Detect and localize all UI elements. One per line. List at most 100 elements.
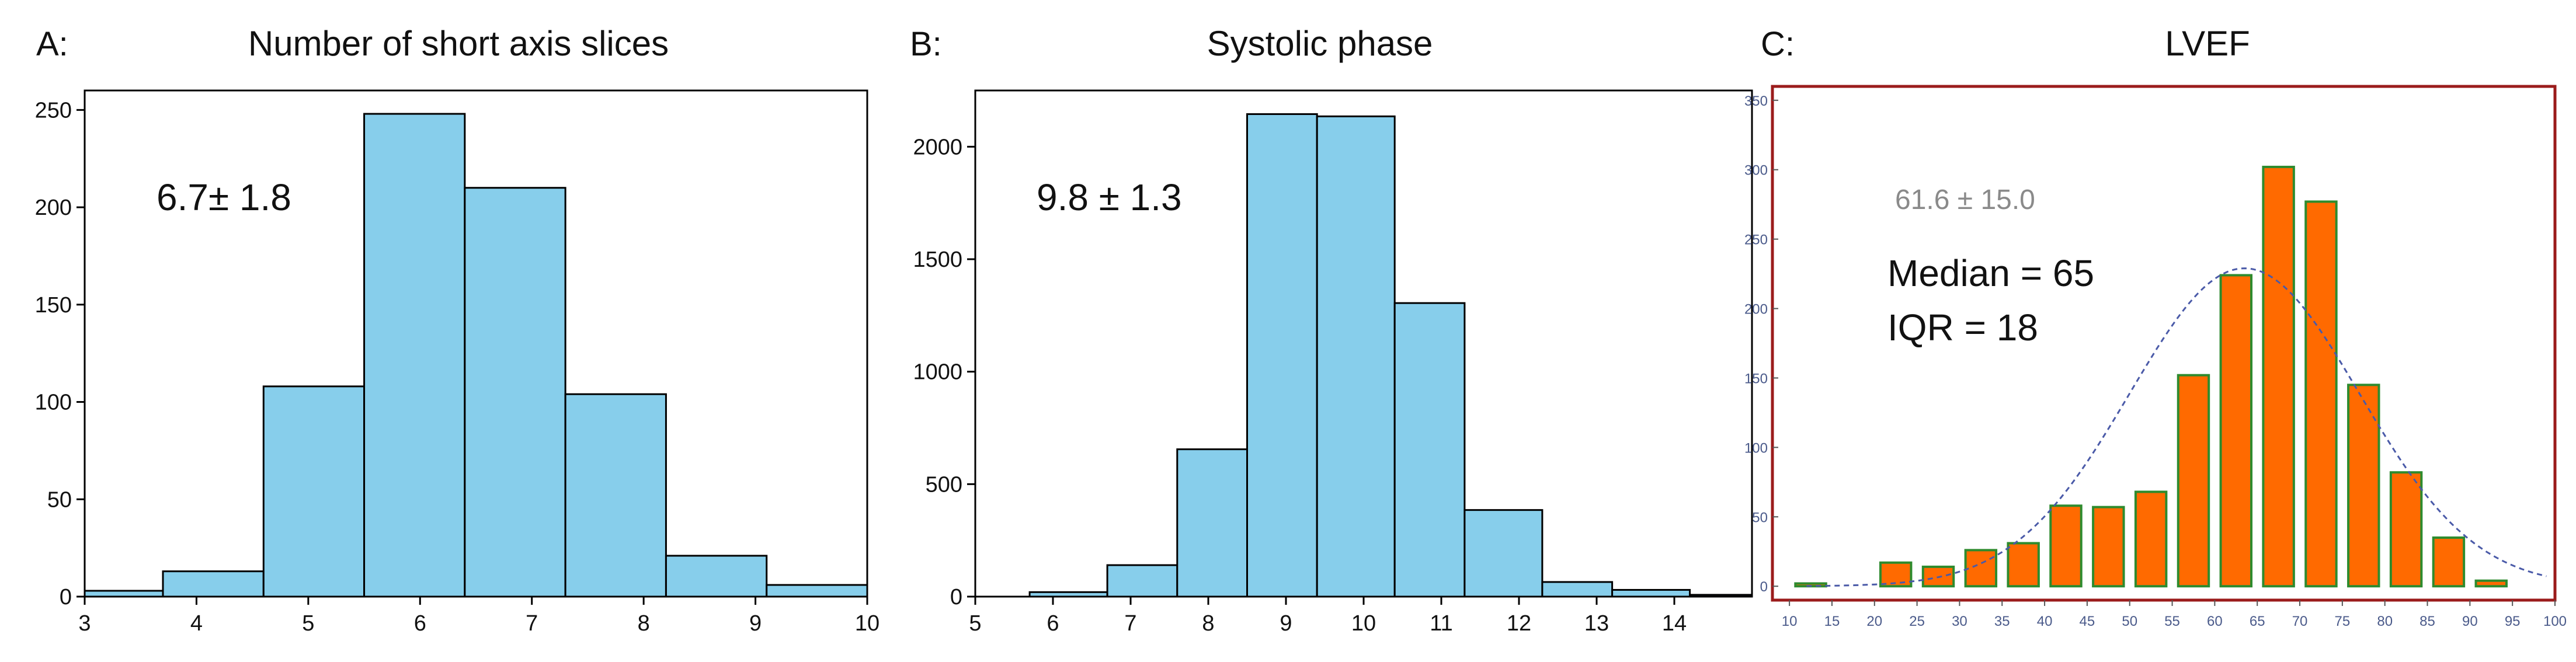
hist-b-bar-3 bbox=[1246, 113, 1318, 598]
hist-a-xtick-label-7: 10 bbox=[855, 611, 879, 636]
panel-c-annotation-gray: 61.6 ± 15.0 bbox=[1895, 184, 2035, 215]
hist-b-xtick-label-5: 10 bbox=[1351, 611, 1376, 636]
hist-b-bar-8 bbox=[1611, 588, 1691, 598]
lvef-bar-9 bbox=[2219, 274, 2253, 588]
lvef-xtick-label-14: 80 bbox=[2377, 614, 2393, 629]
lvef-xtick-label-4: 30 bbox=[1952, 614, 1967, 629]
hist-b-ytick-label-1: 500 bbox=[926, 472, 962, 497]
hist-b-xtick-label-8: 13 bbox=[1584, 611, 1609, 636]
panel-c-median: Median = 65 bbox=[1887, 252, 2094, 294]
lvef-xtick-label-15: 85 bbox=[2419, 614, 2435, 629]
hist-a-ytick-label-3: 150 bbox=[35, 293, 72, 318]
hist-a-xtick-label-6: 9 bbox=[749, 611, 762, 636]
lvef-bar-11 bbox=[2304, 200, 2338, 588]
lvef-bar-2 bbox=[1921, 565, 1955, 588]
hist-b-bar-4 bbox=[1316, 115, 1396, 598]
hist-a-xtick-label-4: 7 bbox=[526, 611, 538, 636]
hist-b-bar-5 bbox=[1393, 302, 1466, 598]
panel-a-letter: A: bbox=[36, 25, 68, 63]
hist-b-xtick-label-9: 14 bbox=[1662, 611, 1687, 636]
lvef-xtick-label-5: 35 bbox=[1994, 614, 2010, 629]
lvef-ytick-label-2: 100 bbox=[1744, 440, 1768, 456]
lvef-ytick-label-1: 50 bbox=[1752, 510, 1768, 525]
panel-c: C: LVEF 10 15 20 25 30 35 40 45 50 55 60 65 70 75 80 85… bbox=[1744, 24, 2567, 629]
hist-a-xtick-label-3: 6 bbox=[414, 611, 426, 636]
lvef-xtick-label-11: 65 bbox=[2250, 614, 2265, 629]
lvef-bar-4 bbox=[2007, 542, 2040, 588]
panel-a-title: Number of short axis slices bbox=[248, 24, 669, 63]
lvef-ytick-label-3: 150 bbox=[1744, 371, 1768, 386]
lvef-bar-10 bbox=[2262, 165, 2295, 588]
hist-b-xtick-label-0: 5 bbox=[969, 611, 981, 636]
hist-a-bar-7 bbox=[766, 584, 868, 598]
lvef-xtick-label-0: 10 bbox=[1782, 614, 1798, 629]
hist-a-bar-6 bbox=[665, 555, 768, 598]
lvef-xtick-label-7: 45 bbox=[2080, 614, 2095, 629]
hist-a-bar-1 bbox=[162, 570, 265, 598]
lvef-xtick-label-2: 20 bbox=[1866, 614, 1882, 629]
hist-a-xtick-label-5: 8 bbox=[638, 611, 650, 636]
plot-b: 5 6 7 8 9 10 11 12 13 14 0 500 1000 1500 2000 bbox=[913, 89, 1753, 636]
lvef-xtick-label-3: 25 bbox=[1909, 614, 1925, 629]
lvef-ytick-label-7: 350 bbox=[1744, 93, 1768, 109]
lvef-bar-15 bbox=[2474, 579, 2508, 588]
lvef-bar-3 bbox=[1964, 549, 1998, 588]
hist-a-xtick-label-2: 5 bbox=[302, 611, 314, 636]
hist-a-xtick-label-0: 3 bbox=[78, 611, 91, 636]
hist-a-bar-2 bbox=[262, 385, 366, 598]
lvef-bar-5 bbox=[2049, 504, 2083, 588]
lvef-bar-6 bbox=[2092, 506, 2125, 588]
hist-a-bar-5 bbox=[564, 393, 667, 598]
hist-a-ytick-label-1: 50 bbox=[47, 487, 72, 512]
hist-b-xtick-label-6: 11 bbox=[1430, 611, 1452, 636]
hist-a-bar-0 bbox=[84, 590, 164, 598]
hist-b-ytick-label-2: 1000 bbox=[913, 360, 962, 385]
lvef-ytick-label-4: 200 bbox=[1744, 302, 1768, 318]
hist-b-ytick-label-0: 0 bbox=[950, 585, 962, 609]
hist-a-bar-4 bbox=[464, 187, 566, 598]
hist-b-ytick-label-4: 2000 bbox=[913, 135, 962, 159]
hist-a-ytick-label-2: 100 bbox=[35, 391, 72, 415]
hist-a-xtick-label-1: 4 bbox=[190, 611, 203, 636]
lvef-bar-7 bbox=[2134, 490, 2168, 588]
lvef-xtick-label-6: 40 bbox=[2037, 614, 2053, 629]
lvef-xtick-label-16: 90 bbox=[2462, 614, 2478, 629]
hist-a-frame bbox=[84, 89, 868, 598]
hist-a-ytick-label-0: 0 bbox=[60, 585, 72, 609]
panel-a: A: Number of short axis slices 3 4 5 6 7 8 9 10… bbox=[35, 24, 880, 636]
hist-b-bar-7 bbox=[1541, 581, 1614, 598]
hist-b-xtick-label-1: 6 bbox=[1047, 611, 1059, 636]
hist-b-xtick-label-2: 7 bbox=[1124, 611, 1136, 636]
hist-b-xtick-label-3: 8 bbox=[1202, 611, 1214, 636]
hist-a-ytick-label-4: 200 bbox=[35, 196, 72, 220]
lvef-bar-8 bbox=[2177, 374, 2210, 588]
lvef-xtick-label-13: 75 bbox=[2335, 614, 2351, 629]
lvef-ytick-label-5: 250 bbox=[1744, 232, 1768, 248]
plot-c: 10 15 20 25 30 35 40 45 50 55 60 65 70 75 80 85 90 95 100 0… bbox=[1744, 85, 2567, 629]
lvef-bar-14 bbox=[2432, 536, 2466, 588]
hist-b-xtick-label-7: 12 bbox=[1507, 611, 1531, 636]
hist-b-ytick-label-3: 1500 bbox=[913, 248, 962, 272]
lvef-xtick-label-17: 95 bbox=[2505, 614, 2521, 629]
hist-b-bar-1 bbox=[1106, 564, 1179, 598]
panel-b: B: Systolic phase 5 6 7 8 9 10 11 12 13 14 0 500 100… bbox=[910, 24, 1753, 636]
lvef-bar-13 bbox=[2389, 471, 2423, 588]
hist-b-bar-2 bbox=[1176, 448, 1249, 598]
lvef-bar-1 bbox=[1879, 561, 1913, 588]
lvef-xtick-label-18: 100 bbox=[2543, 614, 2567, 629]
panel-c-title: LVEF bbox=[2165, 24, 2250, 63]
panel-a-annotation: 6.7± 1.8 bbox=[157, 176, 291, 218]
lvef-xtick-label-12: 70 bbox=[2292, 614, 2308, 629]
panel-b-annotation: 9.8 ± 1.3 bbox=[1037, 176, 1182, 218]
hist-b-bar-6 bbox=[1463, 509, 1543, 598]
lvef-bar-12 bbox=[2347, 384, 2380, 588]
hist-b-xtick-label-4: 9 bbox=[1280, 611, 1292, 636]
panel-b-letter: B: bbox=[910, 25, 942, 63]
panel-b-title: Systolic phase bbox=[1207, 24, 1433, 63]
lvef-ytick-label-6: 300 bbox=[1744, 163, 1768, 179]
hist-a-bar-3 bbox=[363, 113, 466, 598]
hist-a-ytick-label-5: 250 bbox=[35, 98, 72, 123]
lvef-xtick-label-10: 60 bbox=[2207, 614, 2223, 629]
